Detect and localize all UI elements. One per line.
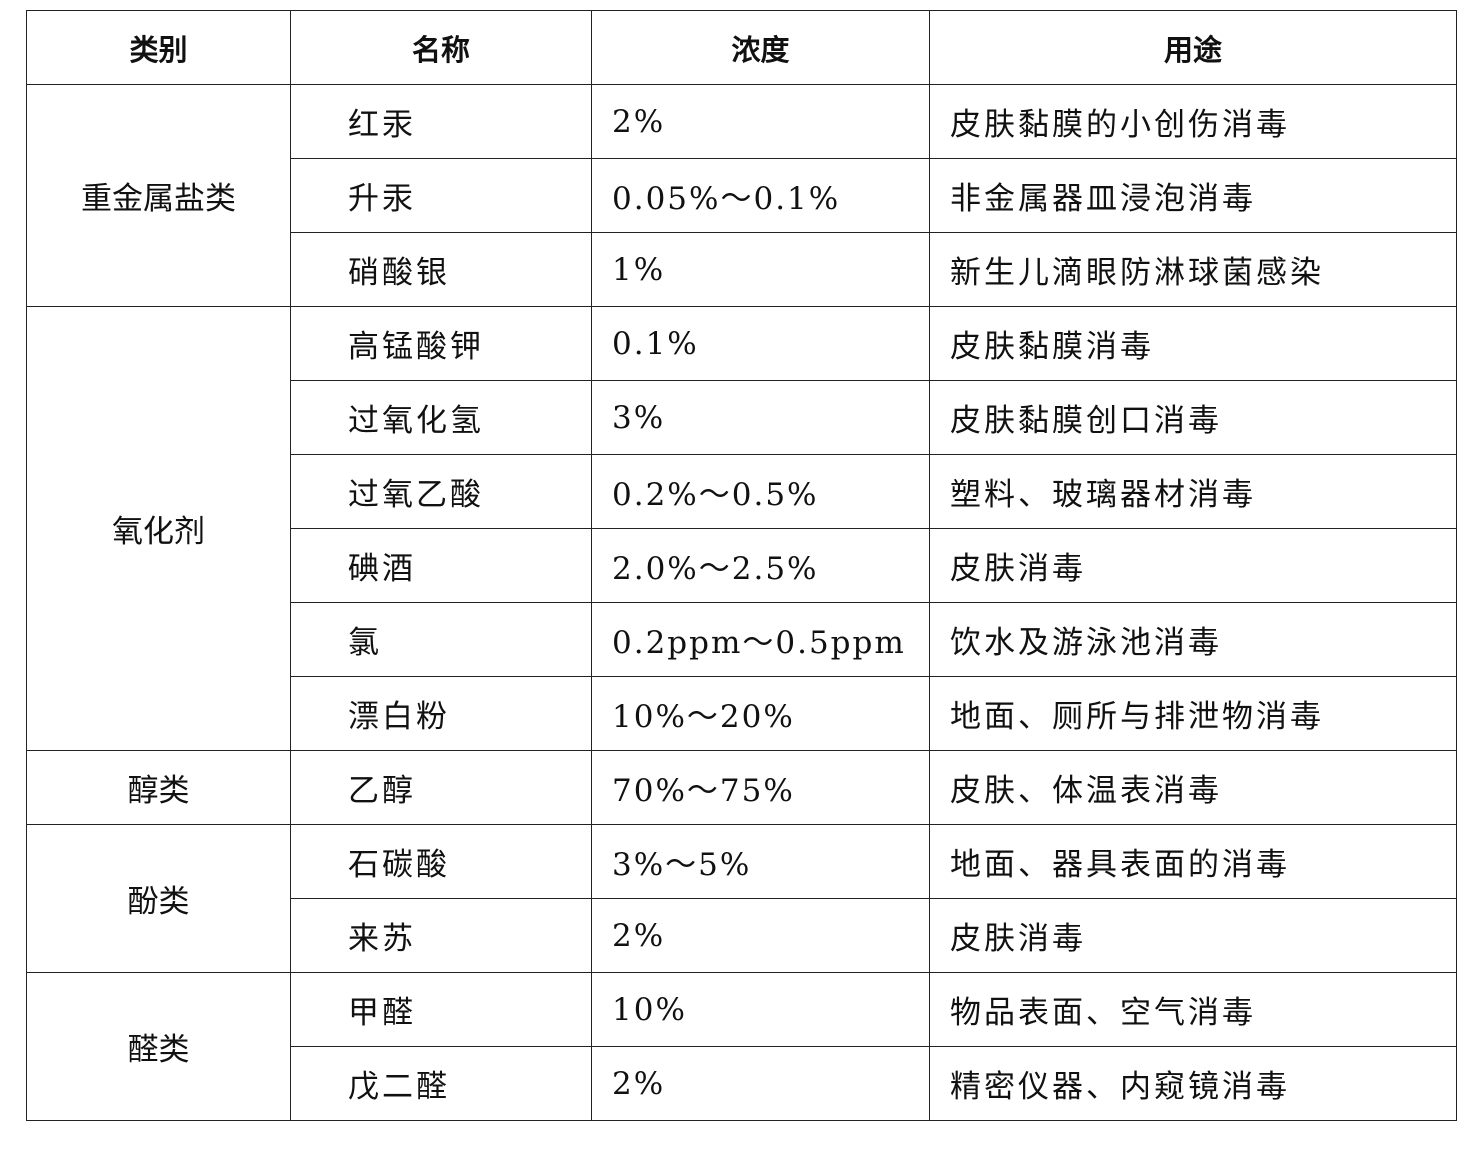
concentration-cell: 2%: [591, 84, 930, 159]
name-cell: 戊二醛: [290, 1046, 592, 1121]
use-cell: 皮肤消毒: [929, 528, 1457, 603]
name-cell: 高锰酸钾: [290, 306, 592, 381]
use-cell: 皮肤黏膜消毒: [929, 306, 1457, 381]
table-row: 重金属盐类 红汞 2% 皮肤黏膜的小创伤消毒: [26, 84, 1457, 307]
table-row: 戊二醛 2% 精密仪器、内窥镜消毒: [27, 1046, 1457, 1121]
category-cell: 重金属盐类: [26, 84, 291, 307]
concentration-cell: 0.2ppm～0.5ppm: [591, 602, 930, 677]
category-cell: 氧化剂: [26, 306, 291, 751]
concentration-cell: 3%～5%: [591, 824, 930, 899]
concentration-cell: 2.0%～2.5%: [591, 528, 930, 603]
use-cell: 地面、器具表面的消毒: [929, 824, 1457, 899]
header-use: 用途: [929, 10, 1457, 85]
name-cell: 过氧乙酸: [290, 454, 592, 529]
concentration-cell: 2%: [591, 1046, 930, 1121]
header-name: 名称: [290, 10, 592, 85]
name-cell: 漂白粉: [290, 676, 592, 751]
table-row: 漂白粉 10%～20% 地面、厕所与排泄物消毒: [27, 676, 1457, 751]
use-cell: 皮肤消毒: [929, 898, 1457, 973]
table-row: 碘酒 2.0%～2.5% 皮肤消毒: [27, 528, 1457, 603]
header-category: 类别: [26, 10, 291, 85]
table-row: 醇类 乙醇 70%～75% 皮肤、体温表消毒: [26, 750, 1457, 825]
table-row: 氧化剂 高锰酸钾 0.1% 皮肤黏膜消毒: [26, 306, 1457, 751]
concentration-cell: 0.2%～0.5%: [591, 454, 930, 529]
table-row: 过氧化氢 3% 皮肤黏膜创口消毒: [27, 380, 1457, 455]
name-cell: 红汞: [290, 84, 592, 159]
concentration-cell: 0.1%: [591, 306, 930, 381]
name-cell: 氯: [290, 602, 592, 677]
name-cell: 石碳酸: [290, 824, 592, 899]
use-cell: 塑料、玻璃器材消毒: [929, 454, 1457, 529]
use-cell: 皮肤黏膜的小创伤消毒: [929, 84, 1457, 159]
name-cell: 来苏: [290, 898, 592, 973]
use-cell: 饮水及游泳池消毒: [929, 602, 1457, 677]
disinfectant-table: 类别 名称 浓度 用途 重金属盐类 红汞 2% 皮肤黏膜的小创伤消毒 升汞 0.05%～0…: [26, 10, 1457, 1121]
name-cell: 甲醛: [290, 972, 592, 1047]
header-concentration: 浓度: [591, 10, 930, 85]
table-row: 来苏 2% 皮肤消毒: [27, 898, 1457, 973]
concentration-cell: 70%～75%: [591, 750, 930, 825]
category-cell: 酚类: [26, 824, 291, 973]
use-cell: 新生儿滴眼防淋球菌感染: [929, 232, 1457, 307]
concentration-cell: 3%: [591, 380, 930, 455]
concentration-cell: 10%～20%: [591, 676, 930, 751]
use-cell: 皮肤黏膜创口消毒: [929, 380, 1457, 455]
name-cell: 硝酸银: [290, 232, 592, 307]
use-cell: 精密仪器、内窥镜消毒: [929, 1046, 1457, 1121]
concentration-cell: 2%: [591, 898, 930, 973]
name-cell: 碘酒: [290, 528, 592, 603]
use-cell: 非金属器皿浸泡消毒: [929, 158, 1457, 233]
category-cell: 醇类: [26, 750, 291, 825]
use-cell: 地面、厕所与排泄物消毒: [929, 676, 1457, 751]
name-cell: 乙醇: [290, 750, 592, 825]
table-row: 升汞 0.05%～0.1% 非金属器皿浸泡消毒: [27, 158, 1457, 233]
concentration-cell: 1%: [591, 232, 930, 307]
name-cell: 过氧化氢: [290, 380, 592, 455]
use-cell: 物品表面、空气消毒: [929, 972, 1457, 1047]
concentration-cell: 10%: [591, 972, 930, 1047]
table-row: 醛类 甲醛 10% 物品表面、空气消毒: [26, 972, 1457, 1121]
name-cell: 升汞: [290, 158, 592, 233]
table-row: 酚类 石碳酸 3%～5% 地面、器具表面的消毒: [26, 824, 1457, 973]
use-cell: 皮肤、体温表消毒: [929, 750, 1457, 825]
table-row: 过氧乙酸 0.2%～0.5% 塑料、玻璃器材消毒: [27, 454, 1457, 529]
table-row: 氯 0.2ppm～0.5ppm 饮水及游泳池消毒: [27, 602, 1457, 677]
category-cell: 醛类: [26, 972, 291, 1121]
concentration-cell: 0.05%～0.1%: [591, 158, 930, 233]
header-row: 类别 名称 浓度 用途: [26, 10, 1457, 85]
